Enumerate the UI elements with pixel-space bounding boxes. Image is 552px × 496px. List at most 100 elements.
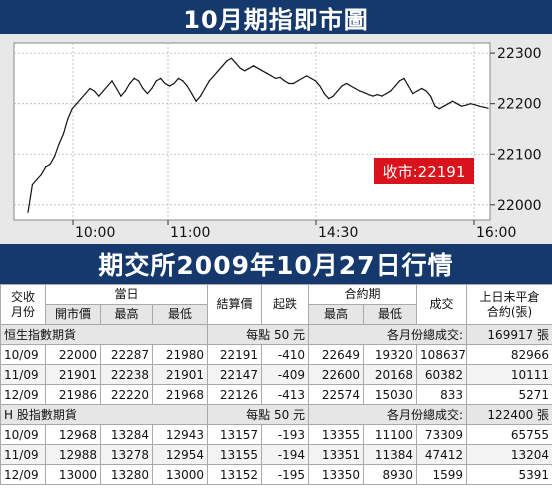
price-point [133, 77, 135, 79]
cell-oi: 65755 [466, 424, 552, 445]
price-point [350, 85, 352, 87]
group-header-row: 恒生指數期貨 每點 50 元各月份總成交: 169917 張 [0, 324, 552, 345]
cell-month: 10/09 [0, 344, 46, 365]
price-point [235, 62, 237, 64]
cell-high: 13278 [100, 444, 153, 465]
price-point [120, 95, 122, 97]
cell-open: 21901 [45, 364, 101, 385]
price-point [363, 92, 365, 94]
price-point [76, 103, 78, 105]
cell-open: 13000 [45, 464, 101, 485]
header-low: 最低 [151, 304, 209, 325]
cell-low: 21901 [151, 364, 209, 385]
price-point [58, 143, 60, 145]
futures-quote-table: 交收 月份 當日 結算價 起跌 合約期 成交 上日未平倉 合約(張) 開市價 最高 … [0, 284, 552, 485]
group-total: 169917 張 [466, 324, 552, 345]
price-point [146, 93, 148, 95]
price-point [403, 77, 405, 79]
cell-volume: 73309 [416, 424, 468, 445]
cell-period-high: 22600 [308, 364, 365, 385]
price-point [275, 77, 277, 79]
price-point [328, 98, 330, 100]
cell-change: -409 [261, 364, 310, 385]
cell-settle: 13152 [207, 464, 263, 485]
cell-low: 12943 [151, 424, 209, 445]
price-point [226, 60, 228, 62]
price-point [244, 70, 246, 72]
price-point [421, 87, 423, 90]
price-point [199, 95, 202, 97]
price-point [412, 93, 414, 95]
cell-change: -193 [261, 424, 310, 445]
price-point [345, 82, 348, 85]
cell-period-low: 20168 [363, 364, 418, 385]
group-name: H 股指數期貨 [0, 404, 209, 425]
cell-oi: 82966 [466, 344, 552, 365]
cell-period-high: 13351 [308, 444, 365, 465]
price-point [222, 65, 224, 67]
cell-period-low: 11384 [363, 444, 418, 465]
group-total: 122400 張 [466, 404, 552, 425]
price-point [266, 72, 268, 74]
cell-settle: 22147 [207, 364, 263, 385]
cell-oi: 13204 [466, 444, 552, 465]
price-point [31, 184, 33, 186]
price-point [301, 77, 303, 79]
intraday-chart: 22000 22100 22200 22300 10:00 11:00 14:30 16:00… [0, 34, 552, 244]
price-point [310, 77, 312, 79]
price-point [283, 80, 286, 82]
cell-settle: 13157 [207, 424, 263, 445]
x-tick-label: 10:00 [75, 225, 115, 241]
price-point [208, 80, 210, 82]
price-point [372, 95, 374, 97]
cell-open: 21986 [45, 384, 101, 405]
price-point [341, 85, 343, 87]
cell-volume: 1599 [416, 464, 468, 485]
price-point [398, 80, 401, 82]
price-point [89, 87, 91, 90]
cell-volume: 60382 [416, 364, 468, 385]
table-row: 12/09 13000 13280 13000 13152 -195 13350 8930 15… [0, 464, 552, 485]
price-point [67, 118, 69, 120]
price-point [487, 107, 489, 109]
cell-month: 12/09 [0, 464, 46, 485]
close-label-box [374, 158, 474, 184]
cell-period-high: 22649 [308, 344, 365, 365]
cell-period-high: 13350 [308, 464, 365, 485]
cell-open: 12968 [45, 424, 101, 445]
y-tick-label: 22300 [497, 46, 542, 62]
cell-oi: 5271 [466, 384, 552, 405]
price-point [337, 90, 339, 92]
price-point [434, 105, 436, 107]
table-row: 12/09 21986 22220 21968 22126 -413 22574 15030 8… [0, 384, 552, 405]
price-point [478, 105, 480, 107]
cell-low: 12954 [151, 444, 209, 465]
header-period-high: 最高 [308, 304, 365, 325]
price-point [425, 90, 427, 92]
cell-change: -410 [261, 344, 310, 365]
price-point [53, 156, 56, 158]
price-point [164, 82, 166, 85]
price-point [230, 57, 233, 59]
cell-period-low: 19320 [363, 344, 418, 365]
price-point [40, 173, 42, 176]
price-point [98, 95, 100, 97]
cell-volume: 47412 [416, 444, 468, 465]
cell-period-low: 15030 [363, 384, 418, 405]
cell-change: -194 [261, 444, 310, 465]
price-point [314, 80, 317, 82]
cell-high: 22220 [100, 384, 153, 405]
price-point [102, 90, 104, 92]
price-point [151, 87, 153, 90]
price-point [80, 98, 82, 100]
group-total-label: 各月份總成交: [308, 324, 468, 345]
price-point [407, 85, 409, 87]
price-point [124, 90, 126, 92]
table-row: 10/09 22000 22287 21980 22191 -410 22649 19320 1… [0, 344, 552, 365]
group-total-label: 各月份總成交: [308, 404, 468, 425]
price-point [93, 90, 95, 92]
cell-period-low: 11100 [363, 424, 418, 445]
price-point [438, 108, 440, 110]
cell-settle: 13155 [207, 444, 263, 465]
table-title-bar: 期交所2009年10月27日行情 [0, 244, 552, 284]
